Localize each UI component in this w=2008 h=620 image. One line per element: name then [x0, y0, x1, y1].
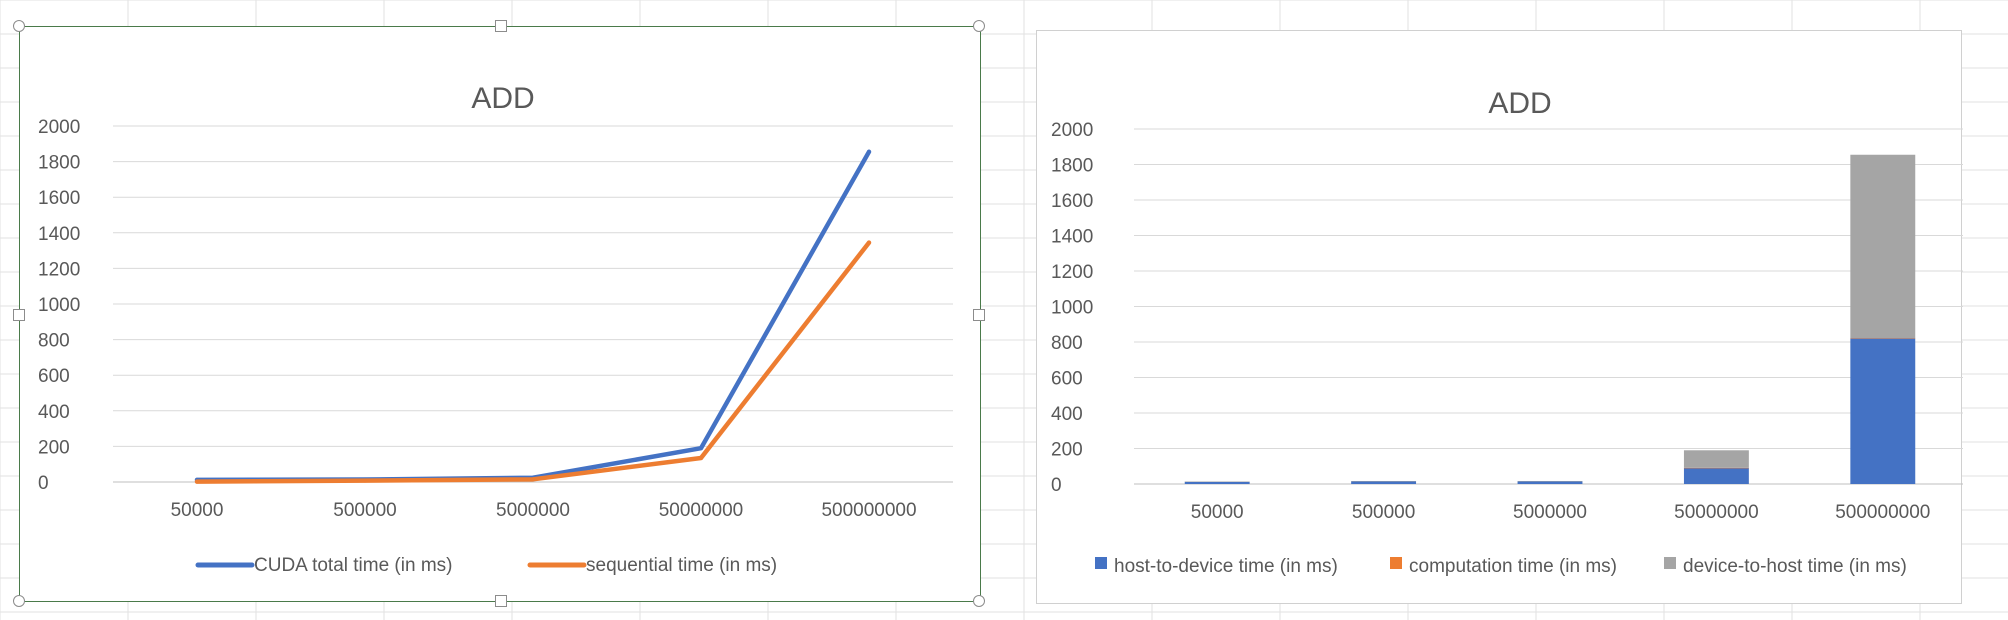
legend-square-swatch: [1664, 557, 1676, 569]
bar-segment-computation[interactable]: [1850, 338, 1916, 339]
x-tick-label: 50000: [1191, 502, 1244, 523]
data-point[interactable]: [699, 446, 703, 451]
resize-handle-bottom-right[interactable]: [973, 595, 985, 607]
series-line-cuda-total[interactable]: [194, 149, 872, 483]
resize-handle-middle-right[interactable]: [973, 309, 985, 321]
resize-handle-middle-left[interactable]: [13, 309, 25, 321]
x-tick-label: 5000000: [496, 500, 570, 521]
bar-segment-host-to-device[interactable]: [1351, 481, 1417, 484]
y-tick-label: 600: [1051, 369, 1083, 390]
bar-segment-host-to-device[interactable]: [1517, 481, 1583, 484]
x-tick-label: 500000000: [821, 500, 916, 521]
legend-square-swatch: [1390, 557, 1402, 569]
y-tick-label: 400: [1051, 404, 1083, 425]
y-tick-label: 0: [1051, 475, 1062, 496]
data-point[interactable]: [699, 455, 703, 460]
y-tick-label: 1400: [1051, 227, 1093, 248]
x-tick-label: 50000000: [659, 500, 744, 521]
data-point[interactable]: [363, 478, 367, 483]
data-point[interactable]: [867, 149, 871, 154]
legend-label: host-to-device time (in ms): [1114, 556, 1338, 577]
bar-segment-device-to-host[interactable]: [1683, 450, 1749, 468]
line-chart-svg: ADD 0 200 400 600 800 1000 1200 1400 1600 1800 2000…: [38, 82, 953, 576]
y-tick-label: 600: [38, 366, 70, 387]
y-tick-label: 1600: [38, 188, 80, 209]
bar-segment-device-to-host[interactable]: [1517, 480, 1583, 482]
y-tick-label: 1800: [38, 153, 80, 174]
series-line-sequential[interactable]: [194, 240, 872, 484]
resize-handle-bottom-left[interactable]: [13, 595, 25, 607]
chart-title: ADD: [471, 82, 534, 115]
y-tick-label: 200: [1051, 440, 1083, 461]
bar-segment-device-to-host[interactable]: [1184, 481, 1250, 483]
resize-handle-bottom-center[interactable]: [495, 595, 507, 607]
bar-segment-host-to-device[interactable]: [1850, 338, 1916, 484]
chart-title: ADD: [1488, 87, 1551, 120]
resize-handle-top-center[interactable]: [495, 20, 507, 32]
stacked-bar-chart-svg: ADD 0 200 400 600 800 1000 1200 1400 1600 1800 2000…: [1051, 87, 1963, 577]
x-tick-label: 500000: [1352, 502, 1415, 523]
data-point[interactable]: [195, 479, 199, 484]
y-tick-label: 1400: [38, 224, 80, 245]
y-tick-label: 1200: [38, 259, 80, 280]
x-tick-label: 500000000: [1835, 502, 1930, 523]
x-tick-label: 5000000: [1513, 502, 1587, 523]
resize-handle-top-left[interactable]: [13, 20, 25, 32]
y-tick-label: 1000: [38, 295, 80, 316]
y-tick-label: 800: [1051, 333, 1083, 354]
y-tick-label: 1800: [1051, 156, 1093, 177]
data-point[interactable]: [867, 240, 871, 245]
y-tick-label: 200: [38, 437, 70, 458]
bar-segment-host-to-device[interactable]: [1683, 468, 1749, 484]
line-chart-add[interactable]: ADD 0 200 400 600 800 1000 1200 1400 1600 1800 2000…: [13, 20, 985, 607]
y-tick-label: 1600: [1051, 191, 1093, 212]
legend-label: computation time (in ms): [1409, 556, 1617, 577]
legend-label: CUDA total time (in ms): [254, 555, 452, 576]
y-tick-label: 1200: [1051, 262, 1093, 283]
legend-label: device-to-host time (in ms): [1683, 556, 1907, 577]
resize-handle-top-right[interactable]: [973, 20, 985, 32]
bar-segment-device-to-host[interactable]: [1351, 480, 1417, 482]
x-tick-label: 500000: [333, 500, 396, 521]
data-point[interactable]: [531, 477, 535, 482]
bar-segment-host-to-device[interactable]: [1184, 481, 1250, 484]
legend-label: sequential time (in ms): [586, 555, 777, 576]
y-tick-label: 0: [38, 473, 49, 494]
bar-segment-device-to-host[interactable]: [1850, 154, 1916, 339]
x-tick-label: 50000: [171, 500, 224, 521]
bar-segment-computation[interactable]: [1683, 467, 1749, 469]
y-tick-label: 800: [38, 331, 70, 352]
legend-square-swatch: [1095, 557, 1107, 569]
y-tick-label: 400: [38, 402, 70, 423]
y-tick-label: 2000: [38, 117, 80, 138]
x-tick-label: 50000000: [1674, 502, 1759, 523]
stacked-bar-chart-add[interactable]: ADD 0 200 400 600 800 1000 1200 1400 1600 1800 2000…: [1036, 30, 1963, 604]
y-tick-label: 1000: [1051, 298, 1093, 319]
y-tick-label: 2000: [1051, 120, 1093, 141]
